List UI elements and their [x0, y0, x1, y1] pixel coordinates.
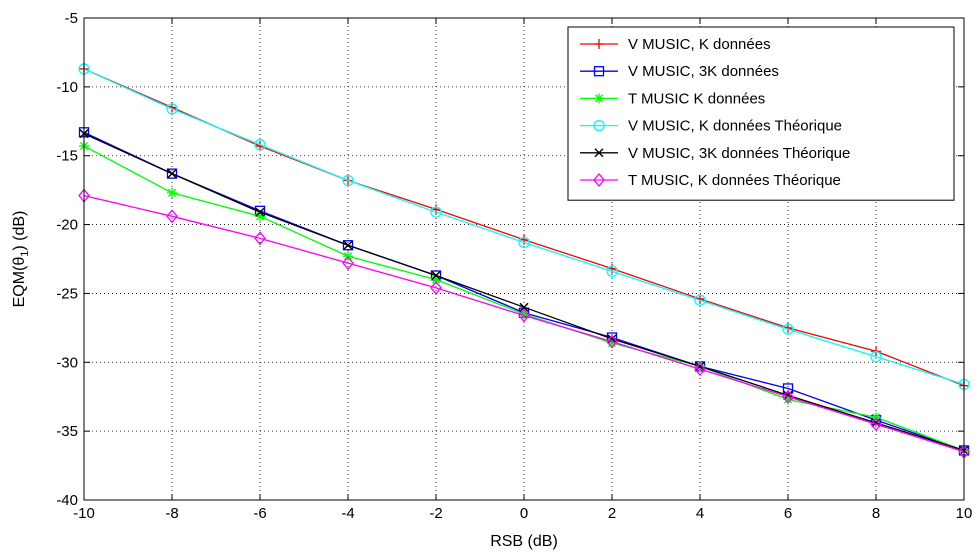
square-marker [593, 66, 605, 77]
legend-label: V MUSIC, 3K données [628, 63, 779, 80]
diamond-marker [254, 231, 266, 246]
square-marker [166, 168, 178, 179]
diamond-marker [782, 389, 794, 404]
y-tick-label: -35 [56, 423, 78, 440]
x-tick-label: 2 [608, 505, 616, 522]
legend-label: T MUSIC, K données Théorique [628, 172, 841, 189]
x-marker [594, 148, 604, 158]
x-axis-label: RSB (dB) [490, 533, 558, 550]
legend-label: V MUSIC, K données [628, 36, 771, 53]
diamond-marker [166, 209, 178, 224]
y-axis-label: EQM(θ1) (dB) [11, 211, 31, 308]
circle-marker [254, 139, 266, 151]
circle-marker [694, 294, 706, 306]
circle-marker [870, 351, 882, 363]
y-axis-label-subscript: 1 [19, 251, 31, 257]
square-marker [782, 383, 794, 394]
legend-label: T MUSIC K données [628, 90, 765, 107]
asterisk-marker [594, 93, 604, 104]
axis-ticks: -10 -8 -6 -4 -2 0 2 4 6 8 10-5-10-15-20-25-30-35-4… [56, 10, 972, 522]
diamond-marker [593, 172, 605, 188]
x-tick-label: -8 [165, 505, 178, 522]
x-marker [343, 240, 353, 250]
x-tick-label: 4 [696, 505, 704, 522]
circle-marker [606, 265, 618, 278]
series-line [83, 68, 965, 385]
series-group [78, 63, 970, 459]
x-tick-label: 6 [784, 505, 792, 522]
y-tick-label: -30 [56, 354, 78, 371]
plus-marker [594, 39, 604, 49]
y-tick-label: -15 [56, 148, 78, 165]
x-tick-label: -10 [73, 505, 95, 522]
legend-label: V MUSIC, 3K données Théorique [628, 145, 850, 162]
y-tick-label: -5 [65, 10, 78, 27]
legend: V MUSIC, K données V MUSIC, 3K données T M… [567, 26, 955, 201]
legend-item: V MUSIC, 3K données [580, 63, 779, 80]
y-axis-label-tail: ) (dB) [11, 211, 28, 251]
diamond-marker [606, 334, 618, 349]
legend-box [567, 26, 955, 201]
x-tick-label: 0 [520, 505, 528, 522]
x-tick-label: 10 [956, 505, 973, 522]
diamond-marker [342, 256, 354, 271]
square-marker [342, 240, 354, 251]
asterisk-marker [255, 211, 265, 222]
asterisk-marker [167, 187, 177, 198]
diamond-marker [870, 417, 882, 432]
y-axis-label-main: EQM(θ [11, 257, 28, 308]
x-marker [255, 207, 265, 217]
asterisk-marker [607, 338, 617, 349]
series-6 [78, 188, 970, 459]
x-tick-label: 8 [872, 505, 880, 522]
x-tick-label: -2 [429, 505, 442, 522]
diamond-marker [694, 362, 706, 377]
diamond-marker [518, 308, 530, 323]
y-tick-label: -10 [56, 79, 78, 96]
x-marker [607, 334, 617, 344]
circle-marker [342, 174, 354, 187]
legend-item: V MUSIC, K données Théorique [580, 118, 842, 135]
series-line [83, 195, 965, 453]
y-tick-label: -40 [56, 492, 78, 509]
x-marker [431, 271, 441, 281]
asterisk-marker [519, 309, 529, 320]
legend-label: V MUSIC, K données Théorique [628, 118, 842, 135]
asterisk-marker [431, 274, 441, 285]
x-tick-label: -6 [253, 505, 266, 522]
circle-marker [518, 236, 530, 249]
legend-item: T MUSIC K données [580, 90, 765, 107]
y-tick-label: -20 [56, 217, 78, 234]
legend-item: V MUSIC, 3K données Théorique [580, 145, 850, 162]
x-marker [519, 302, 529, 312]
legend-item: T MUSIC, K données Théorique [580, 172, 841, 189]
diamond-marker [430, 280, 442, 295]
asterisk-marker [783, 394, 793, 405]
circle-marker [593, 119, 605, 132]
y-tick-label: -25 [56, 285, 78, 302]
circle-marker [166, 103, 178, 115]
legend-item: V MUSIC, K données [580, 36, 771, 53]
x-marker [167, 169, 177, 179]
x-tick-label: -4 [341, 505, 354, 522]
circle-marker [782, 323, 794, 335]
circle-marker [430, 206, 442, 218]
x-marker [695, 361, 705, 371]
